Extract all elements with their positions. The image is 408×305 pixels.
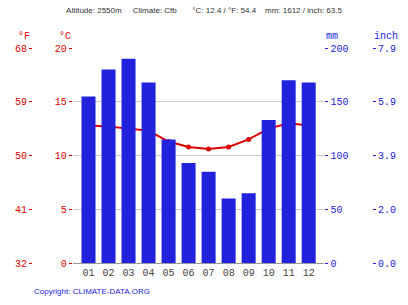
svg-text:0: 0 bbox=[61, 259, 67, 270]
svg-text:3.9: 3.9 bbox=[378, 151, 396, 162]
svg-text:02: 02 bbox=[103, 268, 115, 279]
svg-text:01: 01 bbox=[83, 268, 95, 279]
svg-text:°F: °F bbox=[18, 31, 30, 42]
svg-text:20: 20 bbox=[55, 44, 67, 55]
svg-text:03: 03 bbox=[123, 268, 135, 279]
svg-text:59: 59 bbox=[15, 97, 27, 108]
svg-text:2.0: 2.0 bbox=[378, 205, 396, 216]
svg-text:09: 09 bbox=[243, 268, 255, 279]
svg-text:10: 10 bbox=[263, 268, 275, 279]
svg-text:mm: mm bbox=[326, 31, 338, 42]
svg-text:50: 50 bbox=[330, 205, 342, 216]
svg-text:0.0: 0.0 bbox=[378, 259, 396, 270]
svg-text:100: 100 bbox=[330, 151, 348, 162]
svg-text:41: 41 bbox=[15, 205, 27, 216]
svg-text:10: 10 bbox=[55, 151, 67, 162]
svg-text:5.9: 5.9 bbox=[378, 97, 396, 108]
svg-text:50: 50 bbox=[15, 151, 27, 162]
svg-text:11: 11 bbox=[283, 268, 295, 279]
svg-text:05: 05 bbox=[163, 268, 175, 279]
svg-text:°C: °C bbox=[59, 31, 71, 42]
svg-text:0: 0 bbox=[330, 259, 336, 270]
svg-text:15: 15 bbox=[55, 97, 67, 108]
svg-text:inch: inch bbox=[374, 31, 398, 42]
svg-text:04: 04 bbox=[143, 268, 155, 279]
svg-text:150: 150 bbox=[330, 97, 348, 108]
svg-text:32: 32 bbox=[15, 259, 27, 270]
svg-text:Altitude: 2550m Climate: C: Altitude: 2550m Climate: Cfb °C: 12.4 / … bbox=[66, 6, 342, 15]
svg-text:08: 08 bbox=[223, 268, 235, 279]
svg-text:07: 07 bbox=[203, 268, 215, 279]
svg-text:12: 12 bbox=[303, 268, 315, 279]
svg-text:200: 200 bbox=[330, 44, 348, 55]
svg-text:Copyright: CLIMATE-DATA.ORG: Copyright: CLIMATE-DATA.ORG bbox=[34, 287, 150, 296]
svg-text:7.9: 7.9 bbox=[378, 44, 396, 55]
svg-text:06: 06 bbox=[183, 268, 195, 279]
svg-text:68: 68 bbox=[15, 44, 27, 55]
svg-text:5: 5 bbox=[61, 205, 67, 216]
